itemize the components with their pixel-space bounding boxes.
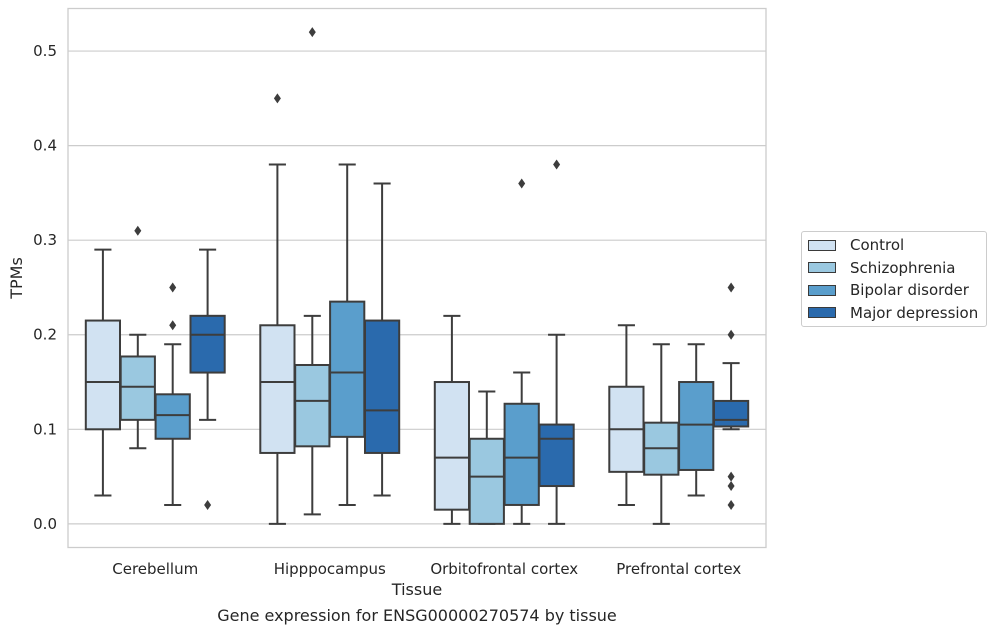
outlier-point: [308, 27, 316, 38]
y-tick-label: 0.4: [33, 137, 57, 155]
legend-item: Control: [808, 234, 904, 256]
x-tick-label: Orbitofrontal cortex: [430, 560, 578, 578]
box-iqr: [294, 363, 331, 448]
legend: Control Schizophrenia Bipolar disorder Majo…: [801, 231, 987, 327]
box-iqr: [363, 319, 401, 454]
box-iqr: [189, 314, 226, 374]
box-iqr: [712, 399, 750, 428]
box-2-4: [643, 343, 680, 525]
box-1-2: [259, 93, 296, 525]
outlier-point: [727, 471, 735, 482]
box-3-1: [154, 282, 191, 506]
outlier-point: [727, 329, 735, 340]
y-tick-label: 0.0: [33, 515, 57, 533]
box-4-2: [363, 182, 401, 497]
box-1-4: [608, 324, 645, 506]
legend-label: Major depression: [850, 303, 979, 322]
x-tick-label: Hipppocampus: [274, 560, 386, 578]
outlier-point: [204, 499, 212, 510]
box-3-4: [678, 343, 715, 497]
outlier-point: [553, 159, 561, 170]
x-axis-label: Tissue: [391, 580, 442, 599]
x-tick-labels: Cerebellum Hipppocampus Orbitofrontal cort…: [112, 560, 741, 578]
legend-swatch: [808, 239, 836, 251]
y-tick-label: 0.3: [33, 231, 57, 249]
box-iqr: [119, 355, 156, 421]
box-iqr: [259, 324, 296, 454]
outlier-point: [727, 481, 735, 492]
box-4-4: [712, 282, 750, 510]
outlier-point: [727, 282, 735, 293]
outlier-point: [727, 499, 735, 510]
box-iqr: [154, 393, 191, 440]
y-tick-label: 0.5: [33, 42, 57, 60]
legend-label: Schizophrenia: [850, 258, 956, 277]
box-iqr: [538, 423, 575, 488]
box-2-2: [294, 27, 331, 516]
box-1-3: [433, 314, 471, 525]
outlier-point: [518, 178, 526, 189]
box-iqr: [503, 402, 540, 506]
box-3-2: [329, 163, 366, 506]
box-1-1: [84, 248, 122, 497]
plot-frame: [67, 7, 767, 549]
y-tick-label: 0.1: [33, 420, 57, 438]
legend-swatch: [808, 307, 836, 318]
legend-label: Bipolar disorder: [850, 281, 969, 299]
outlier-point: [169, 320, 177, 331]
legend-item: Bipolar disorder: [808, 279, 969, 301]
box-2-3: [468, 390, 505, 525]
box-iqr: [468, 437, 505, 525]
outlier-point: [134, 225, 142, 236]
x-tick-label: Cerebellum: [112, 560, 198, 578]
outlier-point: [273, 93, 281, 104]
figure-caption: Gene expression for ENSG00000270574 by t…: [217, 606, 617, 625]
y-axis-label: TPMs: [7, 257, 26, 300]
box-iqr: [678, 381, 715, 471]
box-4-1: [189, 248, 226, 510]
box-4-3: [538, 159, 575, 525]
box-iqr: [433, 381, 471, 511]
legend-swatch: [808, 284, 836, 296]
legend-item: Major depression: [808, 302, 978, 324]
legend-label: Control: [850, 236, 905, 254]
legend-swatch: [808, 262, 836, 273]
box-iqr: [329, 300, 366, 438]
legend-item: Schizophrenia: [808, 257, 955, 279]
x-tick-label: Prefrontal cortex: [616, 560, 741, 578]
box-2-1: [119, 225, 156, 450]
box-3-3: [503, 178, 540, 525]
box-series: [84, 27, 750, 525]
outlier-point: [169, 282, 177, 293]
box-iqr: [84, 319, 122, 431]
y-tick-label: 0.2: [33, 326, 57, 344]
y-tick-labels: 0.0 0.1 0.2 0.3 0.4 0.5: [33, 42, 57, 533]
